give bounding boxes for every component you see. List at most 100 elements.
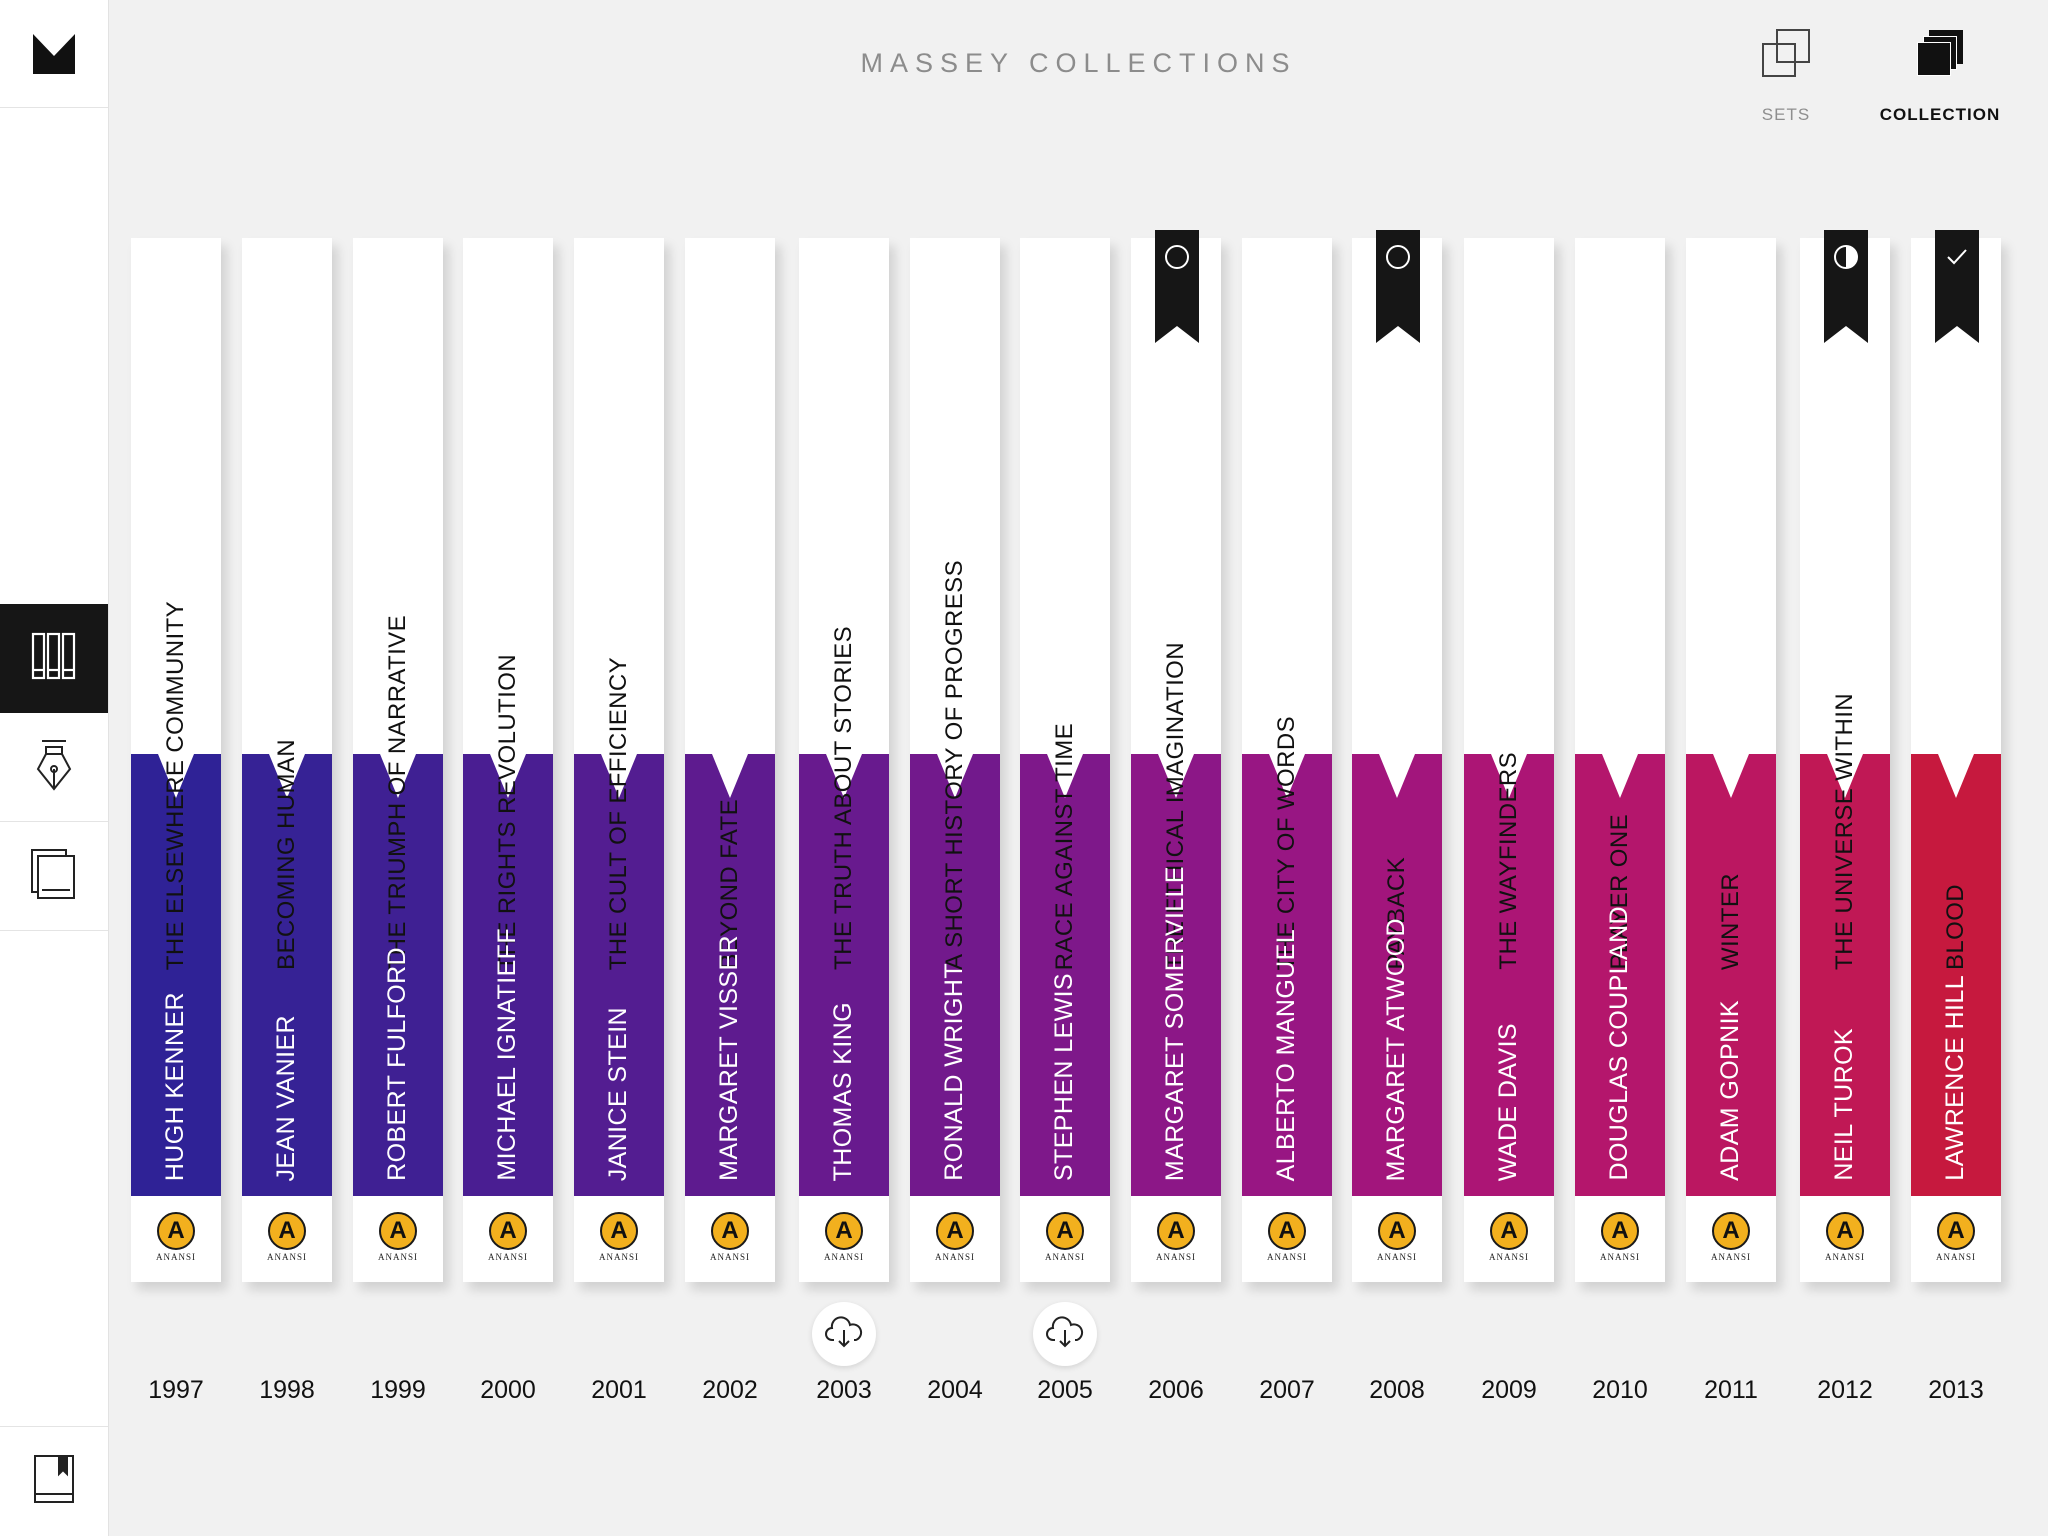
book-title: THE WAYFINDERS <box>1494 752 1524 970</box>
publisher-logo: A ANANSI <box>1020 1212 1110 1272</box>
publisher-name: ANANSI <box>935 1252 975 1262</box>
publisher-name: ANANSI <box>599 1252 639 1262</box>
book-year: 2000 <box>448 1376 568 1405</box>
publisher-letter: A <box>157 1212 195 1250</box>
status-ribbon <box>1935 230 1979 343</box>
book-year: 2013 <box>1896 1376 2016 1405</box>
book-year: 2005 <box>1005 1376 1125 1405</box>
book-spine[interactable]: THE UNIVERSE WITHIN NEIL TUROK A ANANSI <box>1800 238 1890 1282</box>
publisher-letter: A <box>379 1212 417 1250</box>
book-author: ALBERTO MANGUEL <box>1271 929 1301 1181</box>
book-spine[interactable]: PAYBACK MARGARET ATWOOD A ANANSI <box>1352 238 1442 1282</box>
book-author: ROBERT FULFORD <box>382 947 412 1181</box>
book-author: DOUGLAS COUPLAND <box>1604 906 1634 1181</box>
book-title: A SHORT HISTORY OF PROGRESS <box>940 560 970 970</box>
book-year: 2010 <box>1560 1376 1680 1405</box>
book-title: THE ELSEWHERE COMMUNITY <box>161 601 191 970</box>
publisher-name: ANANSI <box>1489 1252 1529 1262</box>
download-button[interactable] <box>812 1302 876 1366</box>
publisher-name: ANANSI <box>1377 1252 1417 1262</box>
book-spine[interactable]: A SHORT HISTORY OF PROGRESS RONALD WRIGHT… <box>910 238 1000 1282</box>
publisher-name: ANANSI <box>1600 1252 1640 1262</box>
book-title: THE CULT OF EFFICIENCY <box>604 657 634 970</box>
book-year: 1999 <box>338 1376 458 1405</box>
publisher-letter: A <box>825 1212 863 1250</box>
book-year: 2012 <box>1785 1376 1905 1405</box>
book-title: WINTER <box>1716 873 1746 970</box>
book-spine[interactable]: BECOMING HUMAN JEAN VANIER A ANANSI <box>242 238 332 1282</box>
publisher-logo: A ANANSI <box>353 1212 443 1272</box>
book-spine[interactable]: THE TRUTH ABOUT STORIES THOMAS KING A ANANS… <box>799 238 889 1282</box>
publisher-letter: A <box>936 1212 974 1250</box>
book-author: LAWRENCE HILL <box>1940 975 1970 1181</box>
status-ribbon <box>1824 230 1868 343</box>
book-spine[interactable]: THE ETHICAL IMAGINATION MARGARET SOMERVIL… <box>1131 238 1221 1282</box>
publisher-letter: A <box>1601 1212 1639 1250</box>
book-spine[interactable]: RACE AGAINST TIME STEPHEN LEWIS A ANANSI <box>1020 238 1110 1282</box>
publisher-logo: A ANANSI <box>910 1212 1000 1272</box>
book-author: JEAN VANIER <box>271 1015 301 1181</box>
book-author: MARGARET SOMERVILLE <box>1160 866 1190 1181</box>
publisher-logo: A ANANSI <box>463 1212 553 1272</box>
publisher-logo: A ANANSI <box>1131 1212 1221 1272</box>
publisher-logo: A ANANSI <box>685 1212 775 1272</box>
download-button[interactable] <box>1033 1302 1097 1366</box>
book-spine[interactable]: PLAYER ONE DOUGLAS COUPLAND A ANANSI <box>1575 238 1665 1282</box>
publisher-logo: A ANANSI <box>1242 1212 1332 1272</box>
publisher-letter: A <box>1046 1212 1084 1250</box>
cloud-download-icon <box>1045 1316 1085 1353</box>
publisher-name: ANANSI <box>267 1252 307 1262</box>
book-year: 1997 <box>116 1376 236 1405</box>
book-author: HUGH KENNER <box>160 992 190 1181</box>
publisher-name: ANANSI <box>378 1252 418 1262</box>
book-title: BECOMING HUMAN <box>272 739 302 970</box>
book-spine[interactable]: BLOOD LAWRENCE HILL A ANANSI <box>1911 238 2001 1282</box>
book-title: RACE AGAINST TIME <box>1050 723 1080 970</box>
book-year: 1998 <box>227 1376 347 1405</box>
book-spine[interactable]: BEYOND FATE MARGARET VISSER A ANANSI <box>685 238 775 1282</box>
status-ribbon <box>1155 230 1199 343</box>
publisher-name: ANANSI <box>1825 1252 1865 1262</box>
book-title: THE UNIVERSE WITHIN <box>1830 693 1860 970</box>
book-spine[interactable]: THE CULT OF EFFICIENCY JANICE STEIN A ANANS… <box>574 238 664 1282</box>
book-spine[interactable]: WINTER ADAM GOPNIK A ANANSI <box>1686 238 1776 1282</box>
publisher-letter: A <box>1268 1212 1306 1250</box>
publisher-logo: A ANANSI <box>1686 1212 1776 1272</box>
book-spine[interactable]: THE TRIUMPH OF NARRATIVE ROBERT FULFORD A A… <box>353 238 443 1282</box>
publisher-logo: A ANANSI <box>1575 1212 1665 1272</box>
book-spine[interactable]: THE WAYFINDERS WADE DAVIS A ANANSI <box>1464 238 1554 1282</box>
publisher-name: ANANSI <box>156 1252 196 1262</box>
publisher-logo: A ANANSI <box>1800 1212 1890 1272</box>
publisher-letter: A <box>489 1212 527 1250</box>
book-spine[interactable]: THE ELSEWHERE COMMUNITY HUGH KENNER A ANANS… <box>131 238 221 1282</box>
publisher-name: ANANSI <box>1045 1252 1085 1262</box>
book-year: 2011 <box>1671 1376 1791 1405</box>
publisher-name: ANANSI <box>710 1252 750 1262</box>
book-spine[interactable]: THE RIGHTS REVOLUTION MICHAEL IGNATIEFF A A… <box>463 238 553 1282</box>
book-author: MICHAEL IGNATIEFF <box>492 928 522 1181</box>
book-title: THE TRUTH ABOUT STORIES <box>829 626 859 970</box>
publisher-letter: A <box>1378 1212 1416 1250</box>
book-year: 2006 <box>1116 1376 1236 1405</box>
publisher-logo: A ANANSI <box>799 1212 889 1272</box>
publisher-name: ANANSI <box>1156 1252 1196 1262</box>
book-spine[interactable]: THE CITY OF WORDS ALBERTO MANGUEL A ANANSI <box>1242 238 1332 1282</box>
book-year: 2007 <box>1227 1376 1347 1405</box>
book-author: RONALD WRIGHT <box>939 963 969 1181</box>
publisher-name: ANANSI <box>1267 1252 1307 1262</box>
book-author: WADE DAVIS <box>1493 1023 1523 1181</box>
publisher-letter: A <box>1490 1212 1528 1250</box>
book-year: 2009 <box>1449 1376 1569 1405</box>
publisher-name: ANANSI <box>1936 1252 1976 1262</box>
publisher-logo: A ANANSI <box>1464 1212 1554 1272</box>
book-author: STEPHEN LEWIS <box>1049 973 1079 1181</box>
book-author: ADAM GOPNIK <box>1715 1000 1745 1181</box>
cloud-download-icon <box>824 1316 864 1353</box>
book-year: 2003 <box>784 1376 904 1405</box>
publisher-letter: A <box>1712 1212 1750 1250</box>
publisher-logo: A ANANSI <box>242 1212 332 1272</box>
publisher-name: ANANSI <box>824 1252 864 1262</box>
publisher-logo: A ANANSI <box>574 1212 664 1272</box>
publisher-logo: A ANANSI <box>1911 1212 2001 1272</box>
